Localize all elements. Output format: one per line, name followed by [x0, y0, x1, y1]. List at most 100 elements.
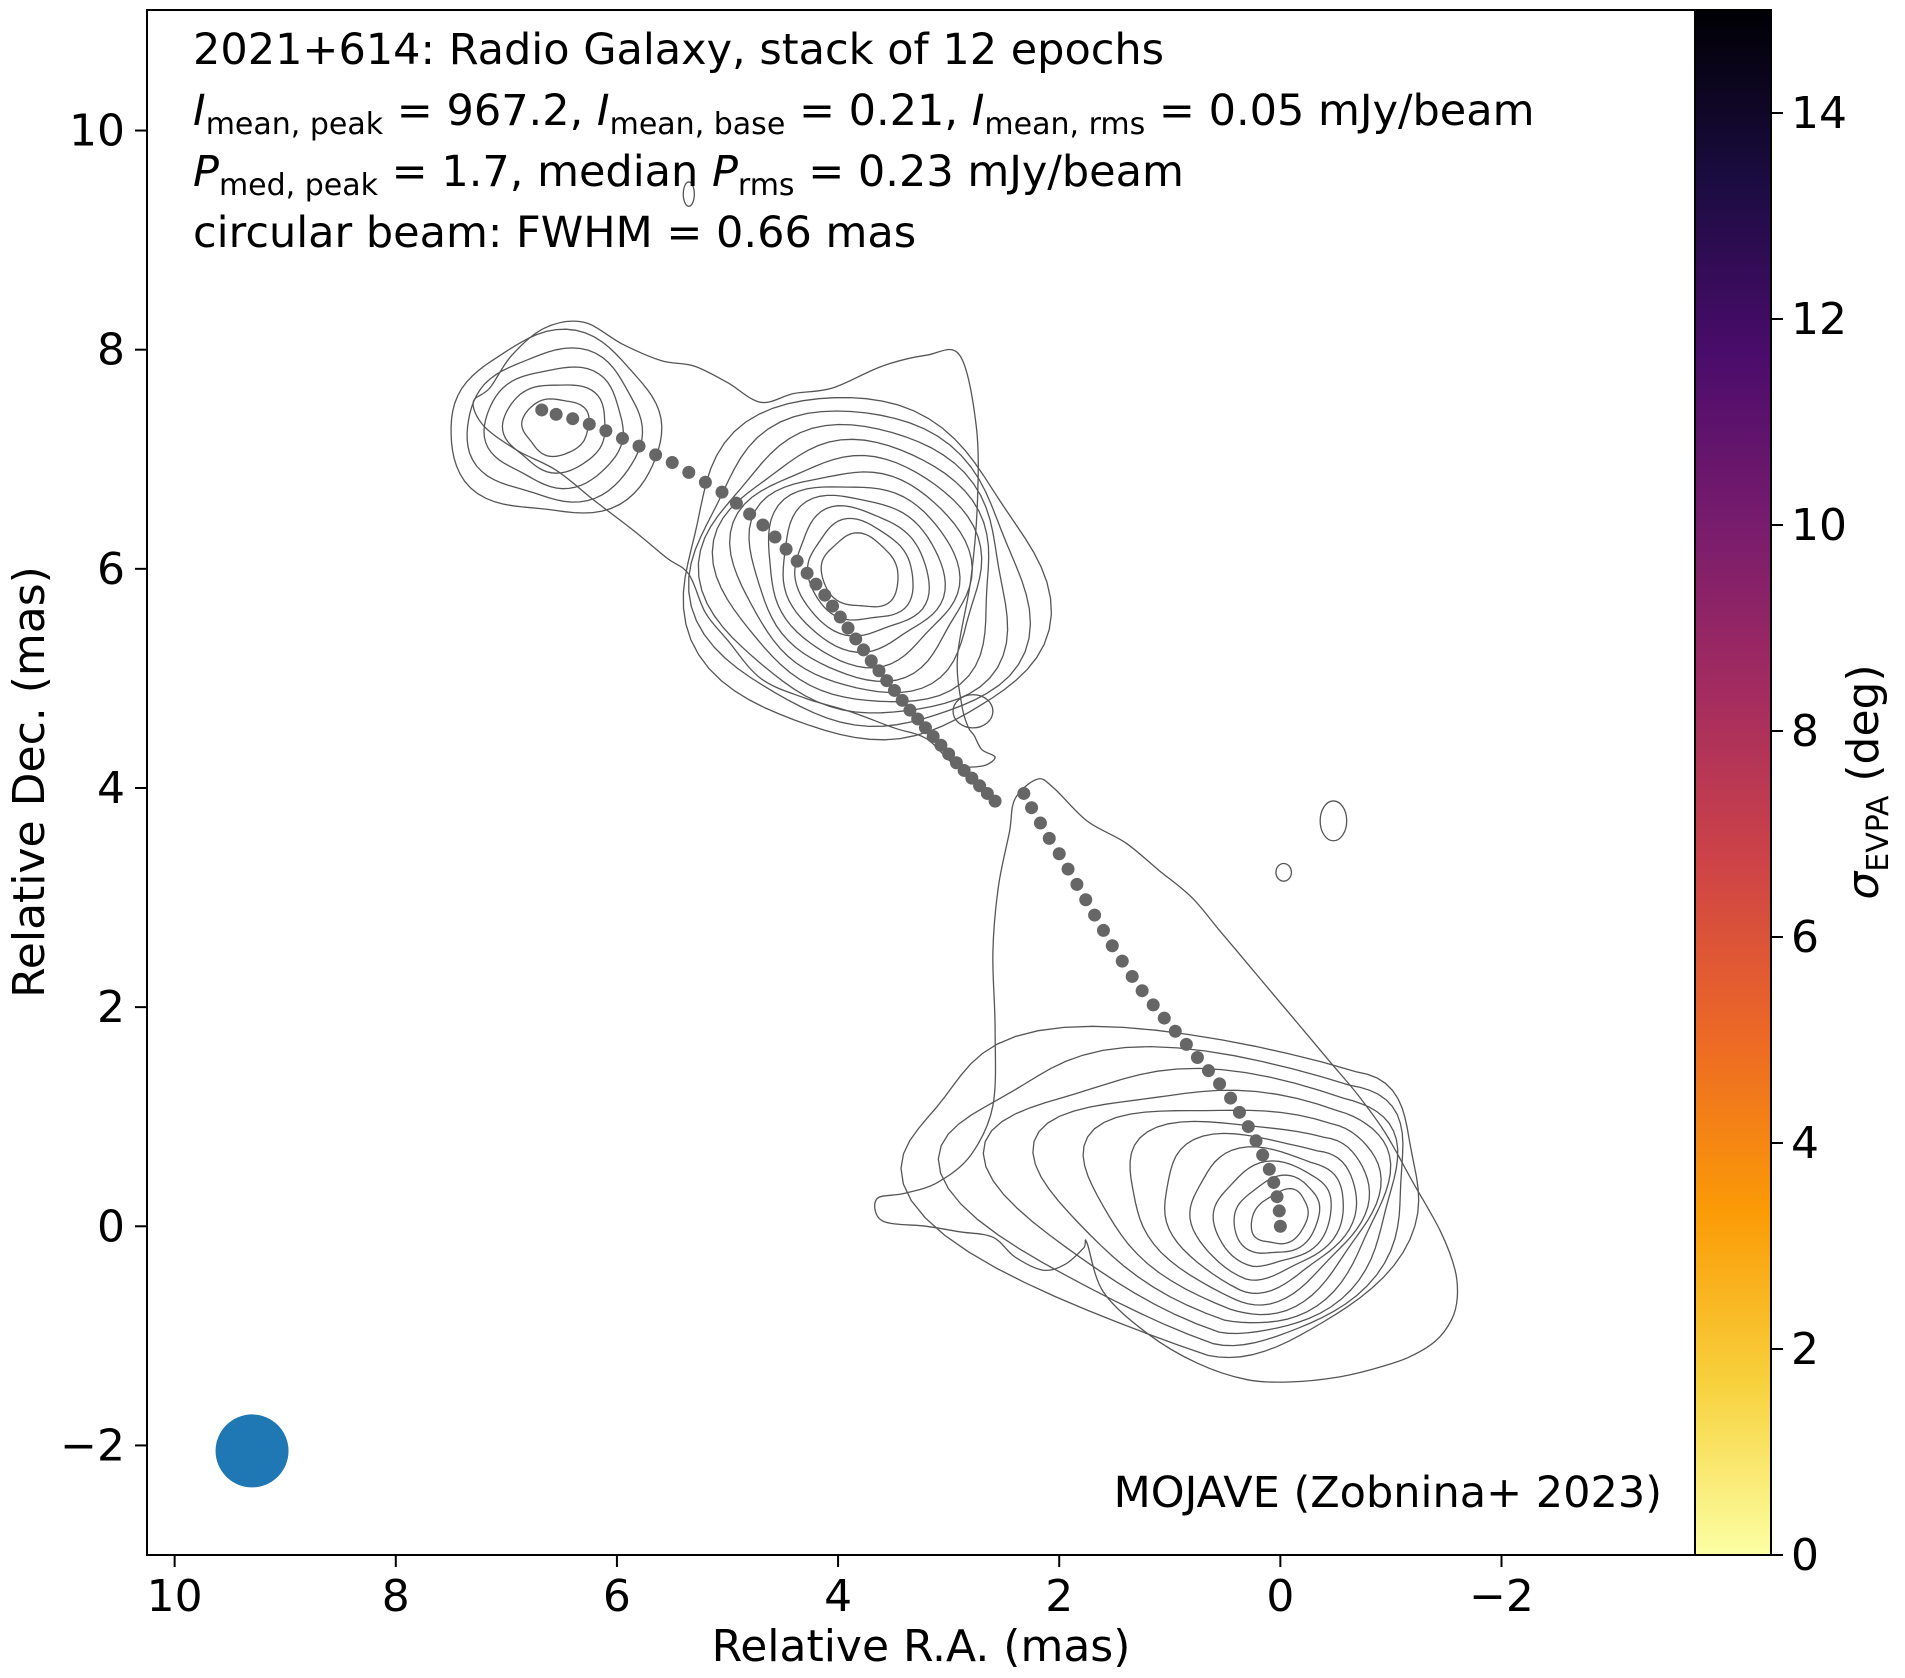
ridgeline-point — [918, 721, 932, 735]
contour-island — [1319, 800, 1348, 842]
ridgeline-point — [1256, 1148, 1270, 1162]
info-segment: = 1.7, median — [378, 147, 712, 197]
info-segment: med, peak — [219, 168, 379, 203]
contour-line — [466, 347, 644, 503]
ridgeline-point — [615, 431, 629, 445]
ridgeline-point — [1052, 847, 1066, 861]
ridgeline-point — [857, 643, 871, 657]
contour-line — [767, 486, 961, 669]
info-segment: = 0.05 mJy/beam — [1145, 86, 1534, 136]
contour-line — [1250, 1187, 1309, 1245]
contour-outer — [472, 320, 996, 768]
ridgeline-point — [826, 599, 840, 613]
x-tick-label: 0 — [1266, 1571, 1294, 1622]
y-axis-label: Relative Dec. (mas) — [4, 566, 55, 998]
beam-ellipse — [215, 1414, 289, 1488]
y-tick-label: −2 — [60, 1420, 125, 1471]
contour-line — [982, 1067, 1399, 1335]
contour-line — [748, 471, 973, 683]
ridgeline-point — [911, 712, 925, 726]
contour-line — [1129, 1120, 1371, 1306]
info-segment: mean, rms — [984, 107, 1145, 142]
x-axis-label: Relative R.A. (mas) — [712, 1621, 1131, 1672]
x-tick-label: 8 — [382, 1571, 410, 1622]
contour-line — [682, 396, 1053, 741]
colorbar-tick-label: 8 — [1791, 706, 1819, 757]
ridgeline-point — [1249, 1134, 1263, 1148]
ridgeline-point — [682, 465, 696, 479]
contour-line — [937, 1045, 1404, 1347]
ridgeline-point — [988, 794, 1002, 808]
contour-line — [1164, 1132, 1358, 1295]
ridgeline-point — [1179, 1037, 1193, 1051]
ridgeline-point — [1273, 1219, 1287, 1233]
contour-line — [483, 366, 624, 490]
ridgeline-point — [841, 621, 855, 635]
ridgeline-point — [1232, 1105, 1246, 1119]
ridgeline-point — [872, 664, 886, 678]
beam-layer — [215, 1414, 289, 1488]
contour-line — [900, 1025, 1420, 1359]
ridgeline-point — [1061, 862, 1075, 876]
x-tick-label: 10 — [147, 1571, 203, 1622]
ridgeline-point — [934, 738, 948, 752]
ridgeline-point — [566, 412, 580, 426]
info-line: 2021+614: Radio Galaxy, stack of 12 epoc… — [193, 25, 1164, 75]
info-segment: I — [597, 86, 610, 136]
ridgeline-point — [698, 475, 712, 489]
colorbar-tick-label: 10 — [1791, 500, 1847, 551]
ridgeline-point — [1070, 877, 1084, 891]
ridgeline-point — [649, 448, 663, 462]
ridgeline-point — [1241, 1120, 1255, 1134]
contour-line — [1233, 1174, 1321, 1254]
ridgeline-point — [1088, 908, 1102, 922]
ridgeline-layer — [535, 403, 1287, 1233]
ridgeline-point — [833, 610, 847, 624]
ridgeline-point — [779, 542, 793, 556]
info-segment: mean, base — [610, 107, 786, 142]
colorbar-tick-label: 4 — [1791, 1118, 1819, 1169]
contour-line — [782, 494, 946, 653]
info-segment: P — [712, 147, 738, 197]
colorbar-tick-label: 6 — [1791, 912, 1819, 963]
contour-line — [728, 454, 983, 694]
info-segment: = 0.21, — [785, 86, 971, 136]
ridgeline-point — [1213, 1077, 1227, 1091]
ridgeline-point — [864, 654, 878, 668]
contour-line — [688, 410, 1032, 728]
x-tick-label: 2 — [1045, 1571, 1073, 1622]
contour-island — [1275, 862, 1293, 882]
ridgeline-point — [1135, 984, 1149, 998]
ridgeline-point — [632, 439, 646, 453]
ridgeline-point — [1115, 954, 1129, 968]
contour-outer — [874, 778, 1459, 1383]
y-tick-label: 4 — [97, 763, 125, 814]
ridgeline-point — [1033, 816, 1047, 830]
ridgeline-point — [768, 530, 782, 544]
ridgeline-point — [1042, 831, 1056, 845]
colorbar-tick-label: 14 — [1791, 88, 1847, 139]
ridgeline-point — [942, 747, 956, 761]
ridgeline-point — [535, 403, 549, 417]
credit-text: MOJAVE (Zobnina+ 2023) — [1114, 1468, 1662, 1518]
info-segment: 2021+614: Radio Galaxy, stack of 12 epoc… — [193, 25, 1164, 75]
info-line: Imean, peak = 967.2, Imean, base = 0.21,… — [193, 86, 1535, 142]
y-tick-label: 8 — [97, 325, 125, 376]
ridgeline-point — [665, 456, 679, 470]
colorbar-tick-label: 0 — [1791, 1530, 1819, 1581]
contour-line — [820, 532, 899, 608]
ridgeline-point — [599, 424, 613, 438]
ridgeline-point — [715, 485, 729, 499]
x-axis: 10 8 6 4 2 0 −2 — [147, 1555, 1534, 1622]
contour-line — [711, 438, 990, 703]
ridgeline-point — [549, 407, 563, 421]
ridgeline-point — [1125, 969, 1139, 983]
ridgeline-point — [1190, 1051, 1204, 1065]
ridgeline-point — [756, 518, 770, 532]
y-tick-label: 10 — [69, 106, 125, 157]
colorbar-label: σEVPA (deg) — [1838, 664, 1896, 899]
contour-line — [450, 328, 663, 514]
contour-island — [952, 694, 994, 729]
